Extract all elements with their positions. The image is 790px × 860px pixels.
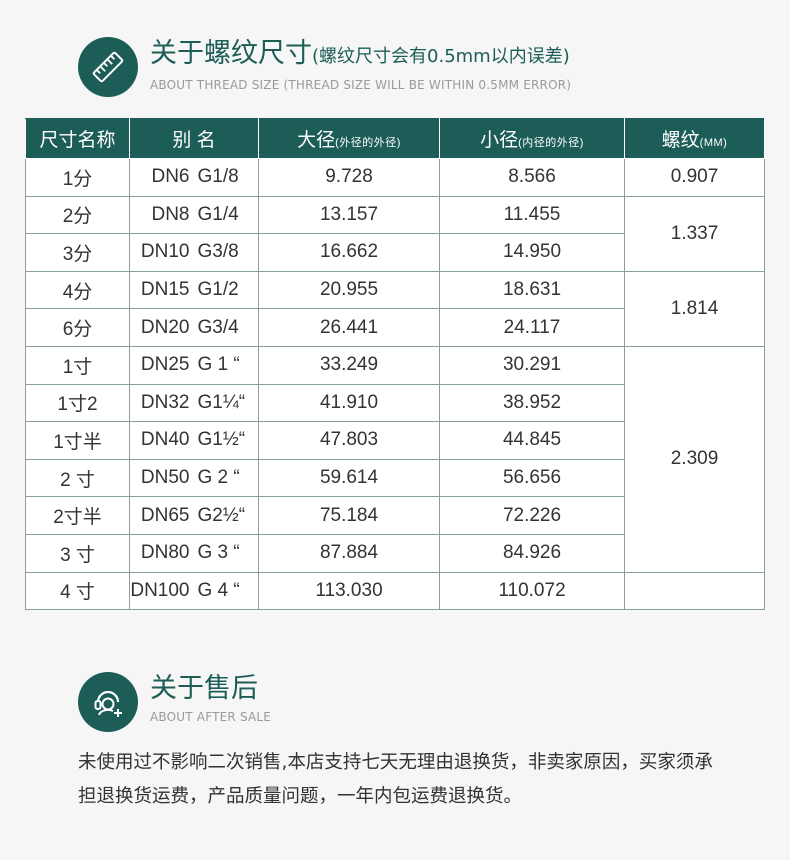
- cell-major: 13.157: [258, 195, 440, 235]
- cell-pitch: 1.337: [624, 195, 765, 272]
- table-row: 1分 DN6 G1/8 9.728 8.566 0.907: [25, 158, 765, 197]
- cell-g: G 3 “: [193, 533, 259, 573]
- cell-g: G1/8: [193, 158, 259, 197]
- cell-dn: DN40: [129, 421, 194, 460]
- table-row: 2分 DN8 G1/4 13.157 11.455 1.337: [25, 195, 765, 272]
- cell-dn: DN15: [129, 270, 194, 310]
- section-subtitle: ABOUT AFTER SALE: [150, 710, 272, 724]
- cell-minor: 11.455: [439, 195, 625, 235]
- ruler-icon: [78, 37, 138, 97]
- header-pitch: 螺纹(MM): [624, 118, 765, 159]
- after-sale-header: 关于售后 ABOUT AFTER SALE: [78, 672, 271, 732]
- cell-g: G 1 “: [193, 345, 259, 385]
- customer-service-icon: [78, 672, 138, 732]
- cell-dn: DN6: [129, 158, 194, 197]
- cell-g: G2½“: [193, 496, 259, 535]
- cell-major: 75.184: [258, 496, 440, 535]
- cell-minor: 8.566: [439, 158, 625, 197]
- cell-name: 1寸半: [25, 421, 130, 460]
- cell-major: 41.910: [258, 383, 440, 423]
- cell-name: 4 寸: [25, 571, 130, 611]
- cell-pitch: 0.907: [624, 158, 765, 197]
- cell-minor: 38.952: [439, 383, 625, 423]
- table-row: 2寸半 DN65 G2½“ 75.184 72.226: [25, 496, 765, 535]
- cell-name: 2分: [25, 195, 130, 235]
- header-major: 大径(外径的外径): [258, 118, 440, 159]
- cell-minor: 84.926: [439, 533, 625, 573]
- cell-major: 20.955: [258, 270, 440, 310]
- cell-major: 26.441: [258, 308, 440, 347]
- cell-major: 9.728: [258, 158, 440, 197]
- cell-minor: 72.226: [439, 496, 625, 535]
- section-subtitle: ABOUT THREAD SIZE (THREAD SIZE WILL BE W…: [150, 78, 572, 92]
- cell-g: G1½“: [193, 421, 259, 460]
- cell-dn: DN65: [129, 496, 194, 535]
- section-title: 关于螺纹尺寸(螺纹尺寸会有0.5mm以内误差): [150, 38, 570, 69]
- cell-major: 16.662: [258, 233, 440, 272]
- cell-minor: 18.631: [439, 270, 625, 310]
- cell-g: G1/4: [193, 195, 259, 235]
- cell-dn: DN100: [129, 571, 194, 611]
- cell-dn: DN10: [129, 233, 194, 272]
- cell-name: 2寸半: [25, 496, 130, 535]
- cell-pitch: 2.309: [624, 345, 765, 573]
- cell-g: G 4 “: [193, 571, 259, 611]
- thread-size-header: 关于螺纹尺寸(螺纹尺寸会有0.5mm以内误差) ABOUT THREAD SIZ…: [78, 37, 571, 97]
- cell-name: 6分: [25, 308, 130, 347]
- cell-name: 1分: [25, 158, 130, 197]
- cell-g: G3/4: [193, 308, 259, 347]
- table-row: 2 寸 DN50 G 2 “ 59.614 56.656: [25, 458, 765, 498]
- cell-minor: 24.117: [439, 308, 625, 347]
- table-header-row: 尺寸名称 别 名 大径(外径的外径) 小径(内径的外径) 螺纹(MM): [25, 118, 765, 159]
- cell-major: 113.030: [258, 571, 440, 611]
- cell-pitch: [624, 571, 765, 611]
- header-alias: 别 名: [129, 118, 259, 159]
- section-note: (螺纹尺寸会有0.5mm以内误差): [312, 46, 570, 67]
- cell-minor: 30.291: [439, 345, 625, 385]
- cell-pitch: 1.814: [624, 270, 765, 347]
- cell-g: G1¼“: [193, 383, 259, 423]
- section-title: 关于售后: [150, 673, 258, 704]
- cell-g: G3/8: [193, 233, 259, 272]
- cell-dn: DN32: [129, 383, 194, 423]
- table-row: 4 寸 DN100 G 4 “ 113.030 110.072: [25, 571, 765, 611]
- cell-g: G 2 “: [193, 458, 259, 498]
- cell-minor: 56.656: [439, 458, 625, 498]
- cell-name: 4分: [25, 270, 130, 310]
- cell-name: 1寸2: [25, 383, 130, 423]
- table-row: 1寸2 DN32 G1¼“ 41.910 38.952: [25, 383, 765, 423]
- cell-dn: DN8: [129, 195, 194, 235]
- cell-name: 1寸: [25, 345, 130, 385]
- cell-dn: DN80: [129, 533, 194, 573]
- cell-name: 2 寸: [25, 458, 130, 498]
- cell-dn: DN50: [129, 458, 194, 498]
- after-sale-text: 未使用过不影响二次销售,本店支持七天无理由退换货，非卖家原因，买家须承担退换货运…: [78, 752, 713, 807]
- table-row: 1寸 DN25 G 1 “ 33.249 30.291 2.309: [25, 345, 765, 573]
- header-minor: 小径(内径的外径): [439, 118, 625, 159]
- cell-minor: 44.845: [439, 421, 625, 460]
- cell-major: 33.249: [258, 345, 440, 385]
- table-row: 1寸半 DN40 G1½“ 47.803 44.845: [25, 421, 765, 460]
- cell-major: 87.884: [258, 533, 440, 573]
- cell-name: 3分: [25, 233, 130, 272]
- cell-dn: DN20: [129, 308, 194, 347]
- cell-major: 59.614: [258, 458, 440, 498]
- cell-minor: 110.072: [439, 571, 625, 611]
- cell-major: 47.803: [258, 421, 440, 460]
- cell-name: 3 寸: [25, 533, 130, 573]
- thread-size-table: 尺寸名称 别 名 大径(外径的外径) 小径(内径的外径) 螺纹(MM) 1分 D…: [25, 118, 765, 611]
- header-name: 尺寸名称: [25, 118, 130, 159]
- cell-g: G1/2: [193, 270, 259, 310]
- cell-dn: DN25: [129, 345, 194, 385]
- cell-minor: 14.950: [439, 233, 625, 272]
- table-row: 4分 DN15 G1/2 20.955 18.631 1.814: [25, 270, 765, 347]
